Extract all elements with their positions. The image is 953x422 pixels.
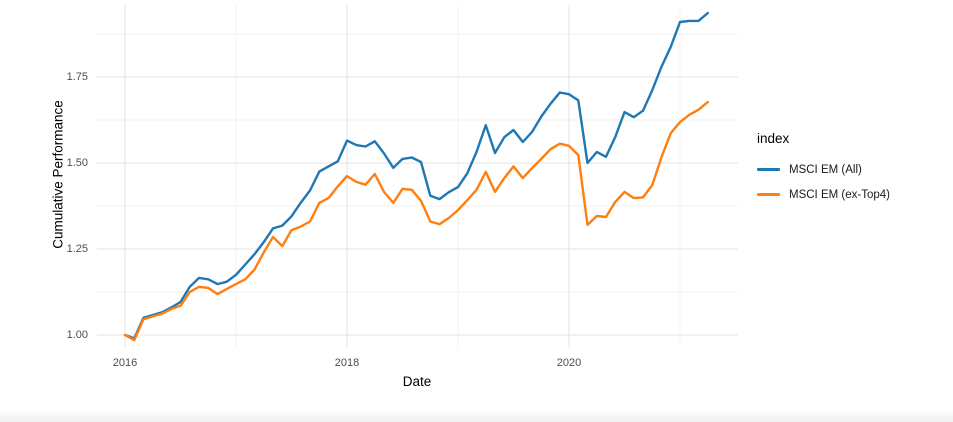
- legend-item: MSCI EM (All): [757, 157, 890, 182]
- y-tick-label: 1.25: [66, 242, 88, 255]
- x-tick-label: 2020: [556, 357, 582, 369]
- x-tick-label: 2016: [112, 357, 138, 369]
- bottom-window-edge: [0, 412, 953, 422]
- legend-item-label: MSCI EM (All): [789, 163, 862, 176]
- legend-key-line: [757, 168, 780, 171]
- legend-title: index: [757, 131, 790, 146]
- legend-items: MSCI EM (All) MSCI EM (ex-Top4): [757, 157, 890, 207]
- x-axis-title: Date: [402, 374, 432, 389]
- y-tick-label: 1.75: [66, 70, 88, 83]
- chart-line-msci-em-all: [123, 11, 709, 340]
- legend-item-label: MSCI EM (ex-Top4): [789, 188, 890, 201]
- chart-line-msci-em-ex-top4: [123, 100, 709, 342]
- y-tick-label: 1.50: [66, 156, 88, 169]
- legend-key-line: [757, 193, 780, 196]
- legend-item: MSCI EM (ex-Top4): [757, 182, 890, 207]
- legend: index MSCI EM (All) MSCI EM (ex-Top4): [757, 131, 890, 207]
- y-tick-label: 1.00: [66, 328, 88, 341]
- x-tick-label: 2018: [334, 357, 360, 369]
- y-axis-title: Cumulative Performance: [50, 100, 66, 249]
